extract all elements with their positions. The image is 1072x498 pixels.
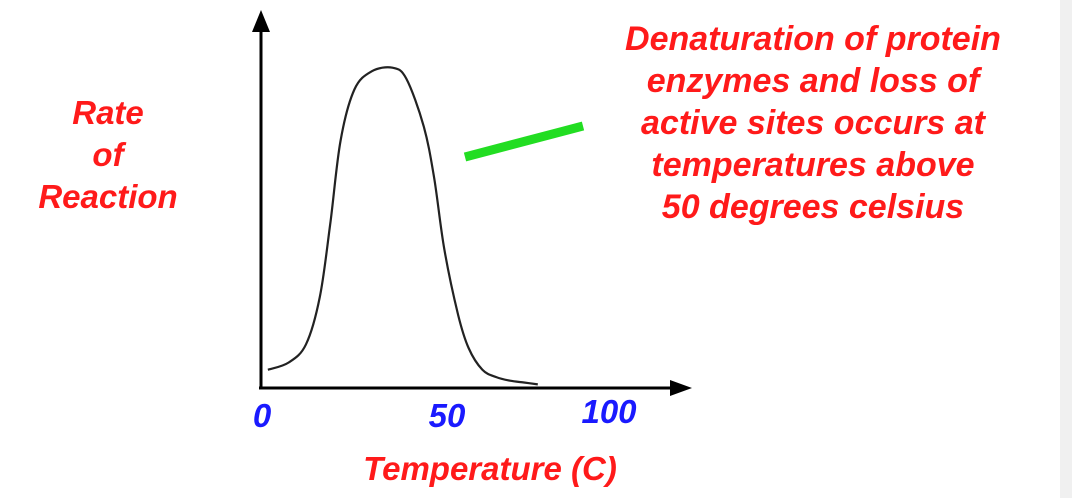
right-edge-strip [1060, 0, 1072, 498]
x-tick-label-50: 50 [429, 397, 466, 434]
x-axis-label: Temperature (C) [363, 450, 617, 487]
annotation-line-1: Denaturation of protein [625, 20, 1001, 58]
x-tick-label-100: 100 [581, 393, 637, 430]
denaturation-annotation: Denaturation of protein enzymes and loss… [568, 18, 1058, 228]
annotation-line-3: active sites occurs at [641, 104, 985, 142]
x-axis-arrow [670, 380, 692, 396]
x-tick-label-0: 0 [253, 397, 272, 434]
y-axis-label-line-2: of [92, 136, 124, 173]
rate-curve [267, 66, 538, 386]
y-axis-label-line-1: Rate [72, 94, 144, 131]
annotation-line-4: temperatures above [651, 146, 975, 184]
y-axis-arrow [252, 10, 270, 32]
annotation-line-5: 50 degrees celsius [661, 188, 965, 226]
annotation-line-2: enzymes and loss of [646, 62, 980, 100]
y-axis-label: Rate of Reaction [8, 92, 208, 218]
annotation-pointer [463, 121, 585, 162]
y-axis-label-line-3: Reaction [38, 178, 178, 215]
